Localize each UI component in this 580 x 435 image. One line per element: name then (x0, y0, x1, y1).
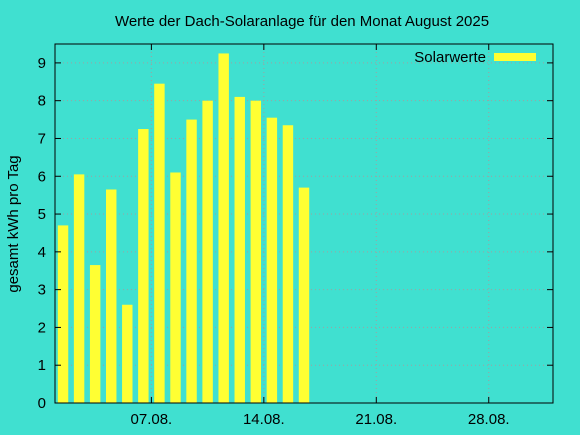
bar (250, 100, 262, 404)
x-tick-label: 28.08. (468, 411, 510, 428)
y-tick-label: 4 (38, 244, 46, 261)
bar (218, 53, 229, 404)
bar (154, 83, 165, 403)
x-axis-ticks: 07.08. 14.08. 21.08. 28.08. (131, 44, 510, 428)
y-tick-label: 2 (38, 319, 46, 336)
x-tick-label: 21.08. (355, 411, 397, 428)
bar (89, 265, 101, 403)
chart-title: Werte der Dach-Solaranlage für den Monat… (115, 13, 489, 30)
bar (138, 129, 149, 404)
y-tick-label: 6 (38, 168, 46, 185)
y-tick-label: 9 (38, 55, 46, 72)
bar (122, 304, 133, 403)
bar (170, 172, 181, 403)
bar (57, 225, 69, 403)
y-axis-label: gesamt kWh pro Tag (5, 155, 22, 292)
bar (234, 96, 245, 403)
bar (202, 100, 213, 404)
y-tick-label: 0 (38, 395, 46, 412)
legend: Solarwerte (414, 49, 536, 66)
y-tick-label: 1 (38, 357, 46, 374)
bars-group (57, 53, 310, 404)
y-tick-label: 7 (38, 130, 46, 147)
x-tick-label: 07.08. (131, 411, 173, 428)
legend-swatch (494, 53, 536, 61)
legend-label: Solarwerte (414, 49, 486, 66)
bar (298, 187, 310, 403)
bar (73, 174, 85, 403)
bar (186, 119, 197, 403)
y-axis-ticks: 0 1 2 3 4 5 6 7 8 9 (38, 55, 553, 412)
y-tick-label: 8 (38, 93, 46, 110)
bar (106, 189, 117, 403)
x-tick-label: 14.08. (243, 411, 285, 428)
y-tick-label: 3 (38, 282, 46, 299)
bar (266, 117, 278, 403)
bar (282, 125, 294, 403)
plot-frame (54, 43, 554, 404)
y-tick-label: 5 (38, 206, 46, 223)
